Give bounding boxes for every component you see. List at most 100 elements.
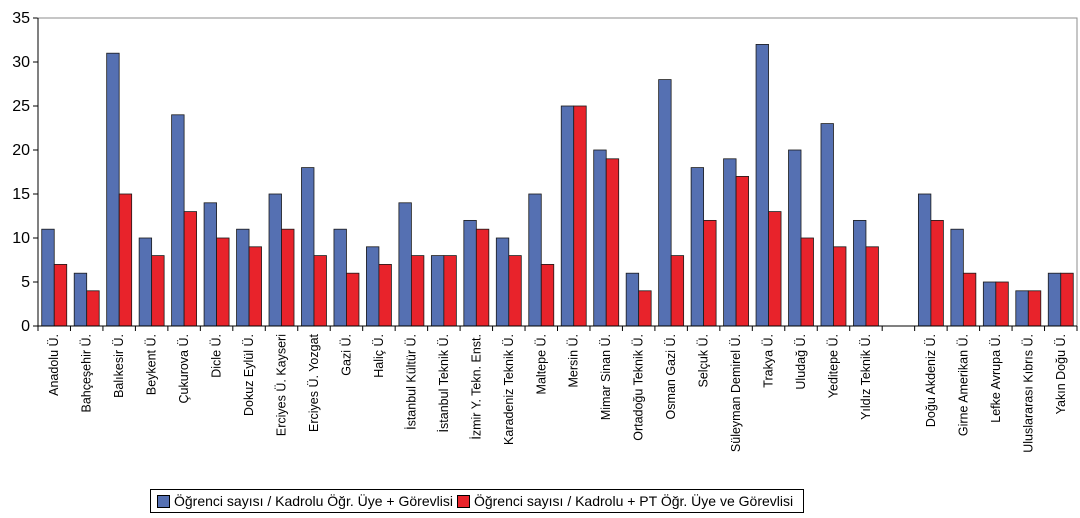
- x-category-label: Erciyes Ü. Kayseri: [275, 334, 289, 436]
- x-category-label: Çukurova Ü.: [177, 334, 191, 403]
- bar-series-2: [508, 255, 522, 327]
- bar-series-2: [118, 193, 133, 327]
- x-category-label: Anadolu Ü.: [47, 334, 61, 396]
- x-category-label: Selçuk Ü.: [697, 334, 711, 388]
- x-category-label: Uludağ Ü.: [794, 334, 808, 390]
- bar-series-2: [768, 211, 782, 327]
- bar-series-1: [171, 114, 185, 327]
- bar-series-2: [930, 219, 944, 327]
- bar-series-2: [735, 175, 749, 327]
- x-category-label: Haliç Ü.: [372, 334, 386, 378]
- legend-item-series-1: Öğrenci sayısı / Kadrolu Öğr. Üye + Göre…: [157, 493, 453, 509]
- bar-series-1: [268, 193, 282, 327]
- bar-series-1: [301, 167, 315, 327]
- y-tick-label: 25: [12, 98, 30, 115]
- legend-label-series-1: Öğrenci sayısı / Kadrolu Öğr. Üye + Göre…: [174, 493, 453, 509]
- y-tick-label: 10: [12, 230, 30, 247]
- x-category-label: Karadeniz Teknik Ü.: [502, 334, 516, 445]
- x-category-label: Dicle Ü.: [210, 334, 224, 378]
- x-category-label: Lefke Avrupa Ü.: [989, 334, 1003, 423]
- bar-series-2: [1027, 290, 1042, 327]
- bar-series-2: [865, 246, 879, 327]
- bar-series-2: [378, 263, 392, 327]
- y-tick-label: 15: [12, 186, 30, 203]
- x-category-label: Ortadoğu Teknik Ü.: [632, 334, 646, 441]
- x-category-label: Maltepe Ü.: [534, 334, 548, 394]
- legend-item-series-2: Öğrenci sayısı / Kadrolu + PT Öğr. Üye v…: [456, 493, 794, 509]
- x-category-label: Doğu Akdeniz Ü.: [924, 334, 938, 427]
- x-category-label: İstanbul Kültür Ü.: [404, 334, 418, 430]
- bar-series-1: [366, 246, 380, 327]
- bar-series-2: [540, 263, 555, 327]
- bar-series-2: [962, 272, 977, 327]
- bar-series-2: [216, 237, 230, 327]
- bar-series-2: [443, 255, 457, 327]
- bar-series-1: [593, 149, 607, 327]
- bar-series-1: [820, 123, 834, 327]
- x-category-label: Gazi Ü.: [339, 334, 353, 376]
- bar-series-1: [73, 272, 88, 327]
- x-category-label: Beykent Ü.: [145, 334, 159, 395]
- bar-series-1: [723, 158, 737, 327]
- x-category-label: Trakya Ü.: [762, 334, 776, 388]
- bar-series-1: [495, 237, 510, 327]
- bar-series-1: [755, 44, 769, 327]
- bar-series-2: [573, 105, 587, 327]
- bar-series-1: [138, 237, 153, 327]
- legend: Öğrenci sayısı / Kadrolu Öğr. Üye + Göre…: [150, 489, 805, 513]
- bars: [41, 44, 1074, 327]
- bar-series-2: [703, 219, 717, 327]
- bar-series-2: [183, 211, 198, 327]
- bar-series-1: [1047, 272, 1062, 327]
- bar-series-1: [982, 281, 997, 327]
- x-category-label: Osman Gazi Ü.: [664, 334, 678, 419]
- x-category-label: Yıldız Teknik Ü.: [859, 334, 873, 420]
- x-axis-labels: Anadolu Ü. Bahçeşehir Ü. Balıkesir Ü. Beyke…: [37, 326, 1078, 453]
- bar-series-1: [658, 79, 672, 327]
- y-tick-label: 20: [12, 142, 30, 159]
- x-category-label: Dokuz Eylül Ü.: [242, 334, 256, 416]
- x-category-label: Yakın Doğu Ü.: [1054, 334, 1068, 414]
- x-category-label: Uluslararası Kıbrıs Ü.: [1021, 334, 1035, 453]
- x-category-label: İstanbul Teknik Ü.: [437, 334, 451, 432]
- bar-series-2: [1060, 272, 1074, 327]
- x-category-label: İzmir Y. Tekn. Enst.: [469, 334, 483, 440]
- bar-series-1: [203, 202, 217, 327]
- legend-label-series-2: Öğrenci sayısı / Kadrolu + PT Öğr. Üye v…: [473, 493, 794, 509]
- bar-series-2: [86, 290, 100, 327]
- bar-series-1: [463, 219, 477, 327]
- x-category-label: Girne Amerikan Ü.: [956, 334, 970, 436]
- x-category-label: Süleyman Demirel Ü.: [729, 334, 743, 452]
- y-tick-label: 0: [21, 318, 30, 335]
- legend-swatch-series-2: [456, 494, 470, 508]
- y-tick-label: 30: [12, 54, 30, 71]
- bar-series-1: [430, 255, 445, 327]
- y-tick-label: 35: [12, 10, 30, 27]
- bar-series-1: [950, 228, 964, 327]
- bar-series-2: [995, 281, 1009, 327]
- bar-series-2: [53, 263, 68, 327]
- x-category-label: Balıkesir Ü.: [112, 334, 126, 398]
- bar-series-2: [281, 228, 295, 327]
- bar-series-1: [853, 219, 867, 327]
- bar-series-2: [800, 237, 814, 327]
- y-tick-label: 5: [21, 274, 30, 291]
- bar-series-2: [248, 246, 262, 327]
- bar-series-2: [346, 272, 360, 327]
- bar-series-2: [605, 158, 620, 327]
- bar-series-1: [528, 193, 542, 327]
- x-category-label: Mersin Ü.: [567, 334, 581, 387]
- bar-series-1: [41, 228, 55, 327]
- bar-series-2: [638, 290, 652, 327]
- x-category-label: Yeditepe Ü.: [826, 334, 840, 398]
- bar-series-2: [410, 255, 425, 327]
- bar-series-1: [1015, 290, 1029, 327]
- bar-series-2: [475, 228, 490, 327]
- bar-series-2: [313, 255, 327, 327]
- bar-series-2: [670, 255, 685, 327]
- bar-series-1: [333, 228, 347, 327]
- bar-series-1: [690, 167, 705, 327]
- x-category-label: Bahçeşehir Ü.: [80, 334, 94, 413]
- bar-series-1: [788, 149, 802, 327]
